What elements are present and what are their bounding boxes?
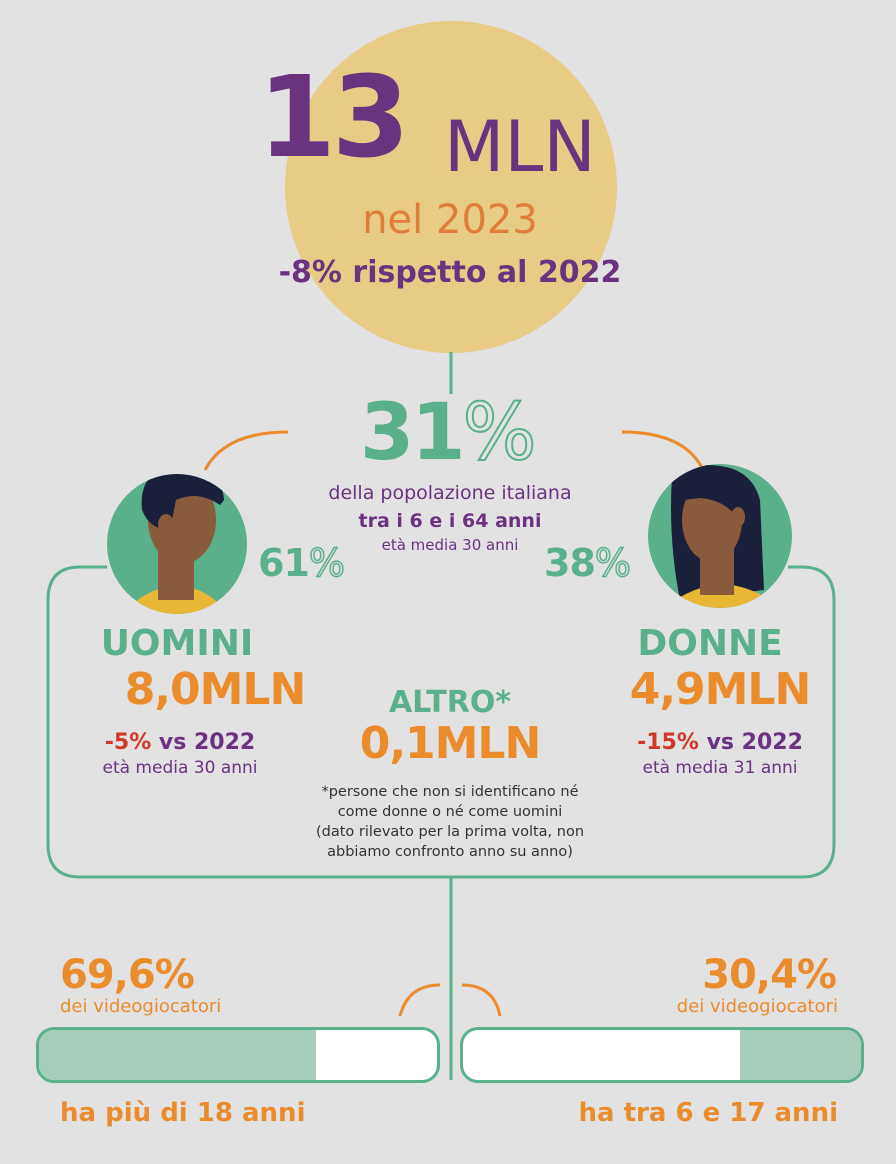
men-change: -5% vs 2022: [60, 732, 300, 754]
population-line2: tra i 6 e i 64 anni: [358, 510, 542, 532]
headline-circle: [285, 21, 617, 353]
main-frame: [46, 565, 836, 879]
woman-avatar: [648, 464, 792, 608]
population-line3: età media 30 anni: [381, 536, 519, 554]
headline-change: -8% rispetto al 2022: [278, 255, 622, 290]
man-avatar: [107, 474, 247, 614]
women-age: età media 31 anni: [642, 758, 798, 778]
women-change-pct: -15%: [637, 730, 699, 755]
arc-right-bottom: [461, 983, 502, 1017]
other-value: 0,1MLN: [359, 718, 542, 769]
headline-year: nel 2023: [362, 197, 538, 243]
minors-bar-fill: [740, 1030, 861, 1080]
men-value: 8,0MLN: [124, 664, 307, 715]
adults-bar-fill: [39, 1030, 316, 1080]
minors-percentage: 30,4%: [702, 952, 837, 998]
other-note-line2: come donne o né come uomini: [337, 804, 563, 820]
men-age: età media 30 anni: [102, 758, 258, 778]
other-note-line3: (dato rilevato per la prima volta, non: [315, 824, 585, 840]
women-label: DONNE: [637, 623, 783, 664]
adults-percentage: 69,6%: [60, 952, 195, 998]
men-pct-sign: %: [308, 541, 346, 585]
men-label: UOMINI: [100, 623, 254, 664]
other-note-line1: *persone che non si identificano né: [321, 784, 579, 800]
men-change-pct: -5%: [104, 730, 152, 755]
headline-number: 13: [258, 53, 410, 183]
minors-caption: ha tra 6 e 17 anni: [578, 1098, 839, 1128]
headline-unit: MLN: [444, 106, 596, 188]
population-pct-sign: %: [462, 388, 538, 478]
arc-right-top: [621, 430, 705, 471]
population-pct-number: 31: [360, 388, 466, 478]
other-note: *persone che non si identificano né come…: [290, 782, 610, 862]
other-label: ALTRO*: [388, 685, 512, 720]
men-change-rest: vs 2022: [151, 730, 256, 755]
arc-left-top: [203, 430, 289, 471]
men-percentage: 61%: [258, 541, 346, 585]
women-pct-sign: %: [594, 541, 632, 585]
other-note-line4: abbiamo confronto anno su anno): [327, 844, 573, 860]
adults-subtitle: dei videogiocatori: [60, 996, 222, 1017]
women-percentage: 38%: [544, 541, 632, 585]
minors-subtitle: dei videogiocatori: [676, 996, 838, 1017]
population-line1: della popolazione italiana: [328, 482, 572, 504]
women-value: 4,9MLN: [629, 664, 812, 715]
men-pct-number: 61: [258, 541, 310, 585]
women-change-rest: vs 2022: [698, 730, 803, 755]
adults-caption: ha più di 18 anni: [60, 1098, 306, 1128]
arc-left-bottom: [398, 983, 441, 1017]
women-pct-number: 38: [544, 541, 596, 585]
women-change: -15% vs 2022: [600, 732, 840, 754]
minors-bar: [460, 1027, 864, 1083]
population-percentage: 31%: [360, 393, 538, 473]
adults-bar: [36, 1027, 440, 1083]
